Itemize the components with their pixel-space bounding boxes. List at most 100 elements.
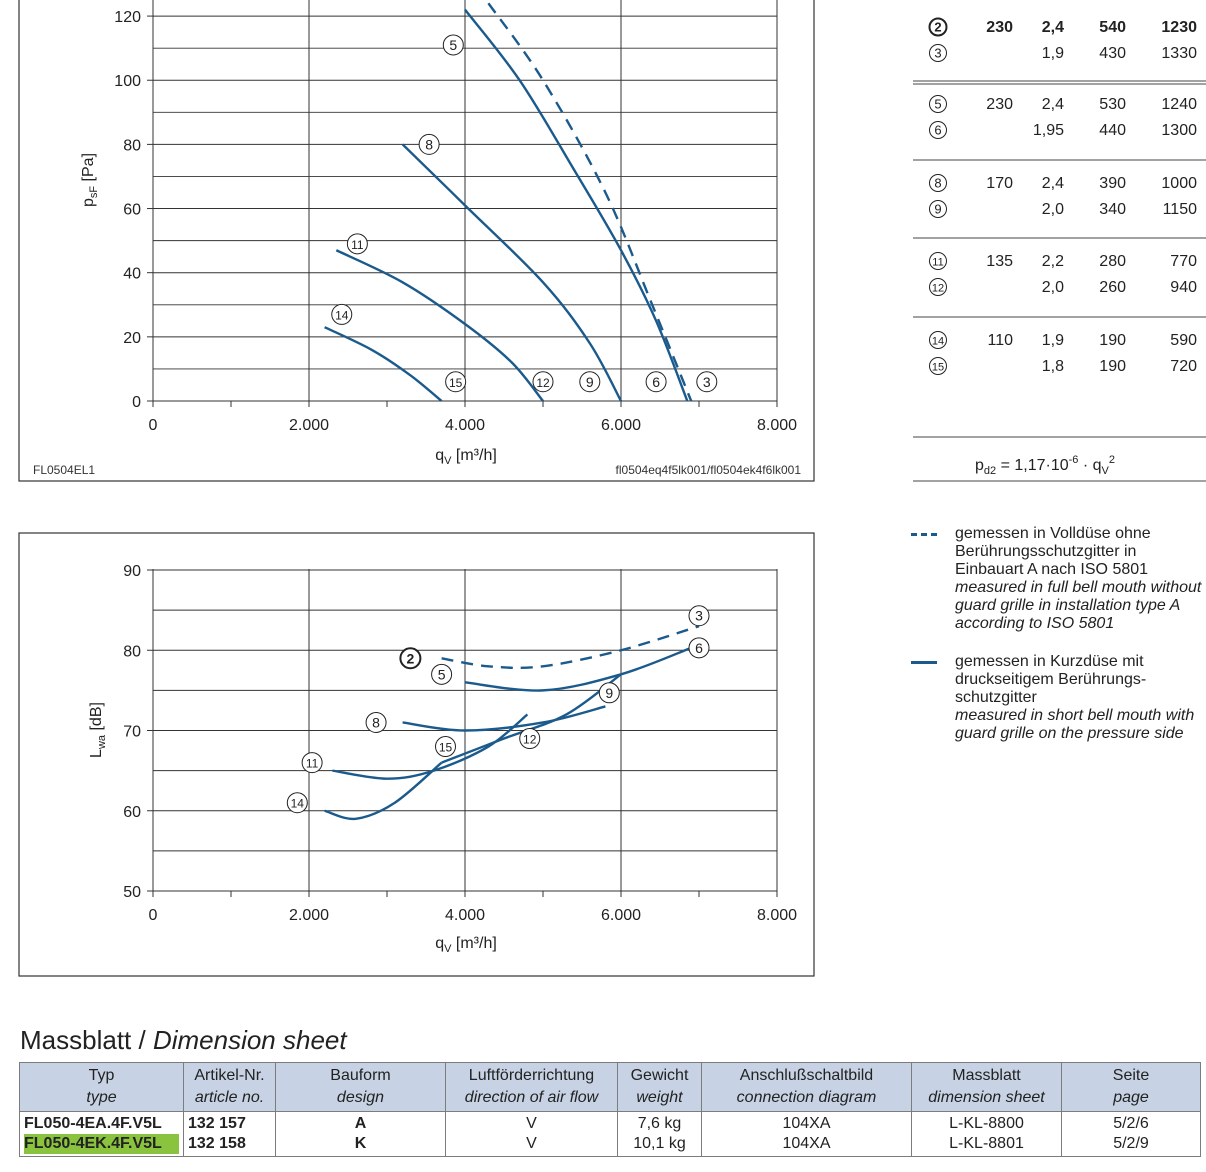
- table-cell: 430: [1099, 45, 1126, 62]
- curve-label: 9: [586, 374, 594, 390]
- table-cell: 1,95: [1033, 122, 1064, 139]
- x-tick-label: 6.000: [601, 417, 641, 434]
- table-cell: 340: [1099, 201, 1126, 218]
- table-cell: 2,4: [1042, 175, 1064, 192]
- chart-frame: [18, 532, 815, 977]
- table-cell: 530: [1099, 96, 1126, 113]
- table-cell: 1230: [1161, 19, 1197, 36]
- y-axis-label: psF [Pa]: [80, 153, 100, 207]
- table-cell: 190: [1099, 332, 1126, 349]
- row-id: 6: [934, 123, 941, 138]
- col-type: Typ type: [19, 1062, 184, 1112]
- table-cell: 190: [1099, 358, 1126, 375]
- x-tick-label: 0: [149, 417, 158, 434]
- curve-label: 11: [306, 757, 319, 771]
- row-id: 14: [932, 336, 944, 348]
- performance-table: 2 230 2,4 540 1230 3 1,9 430 1330 5 230 2,4 530 1240 6…: [913, 17, 1206, 482]
- row-id-circle: [928, 17, 948, 37]
- weight-cell: 7,6 kg 10,1 kg: [617, 1111, 702, 1157]
- table-cell: 2,0: [1042, 201, 1064, 218]
- curve-label: 2: [407, 650, 415, 666]
- series-line-3: [487, 2, 693, 402]
- curve-labels: 58111415129632: [331, 34, 718, 393]
- curve-label: 14: [291, 797, 305, 811]
- curve-label-circle: [435, 736, 456, 758]
- table-cell: 1,9: [1042, 45, 1064, 62]
- curve-label-circle: [598, 682, 620, 704]
- legend-item-dashed: gemessen in Volldüse ohne Berührungsschu…: [905, 525, 1205, 633]
- curve-label: 12: [523, 733, 537, 747]
- table-cell: 2,4: [1042, 19, 1064, 36]
- col-diagram: Anschlußschaltbild connection diagram: [701, 1062, 912, 1112]
- article-cell: 132 157 132 158: [183, 1111, 276, 1157]
- y-tick-label: 90: [123, 563, 141, 580]
- y-tick-label: 100: [114, 73, 141, 90]
- y-axis-label: Lwa [dB]: [88, 702, 108, 758]
- curve-label-circle: [445, 371, 467, 393]
- table-cell: 1,9: [1042, 332, 1064, 349]
- curve-label: 3: [695, 608, 703, 624]
- curve-label-circle: [286, 792, 308, 814]
- curve-label-circle: [696, 371, 718, 393]
- col-flow: Luftförderrichtung direction of air flow: [445, 1062, 618, 1112]
- curve-label: 5: [449, 37, 457, 53]
- row-id-circle: [929, 121, 947, 139]
- y-tick-label: 40: [123, 266, 141, 283]
- grid: [152, 0, 778, 402]
- curve-label-circle: [365, 711, 387, 733]
- y-tick-label: 120: [114, 9, 141, 26]
- row-id: 12: [932, 283, 944, 295]
- curve-label-circle: [532, 371, 554, 393]
- table-cell: 2,0: [1042, 279, 1064, 296]
- curve-label-circle: [442, 34, 464, 56]
- axes: 0 20 40 60 80 100 120 0 2.000 4.000 6.000 8.000: [114, 9, 797, 434]
- series-line-5: [464, 8, 689, 402]
- title-de: Massblatt /: [20, 1025, 153, 1055]
- y-tick-label: 70: [123, 724, 141, 741]
- table-cell: 260: [1099, 279, 1126, 296]
- series-line-14: [324, 761, 443, 821]
- row-id: 3: [934, 46, 941, 61]
- table-cell: 590: [1170, 332, 1197, 349]
- table-cell: 1000: [1161, 175, 1197, 192]
- table-cell: 170: [986, 175, 1013, 192]
- row-id: 9: [934, 202, 941, 217]
- table-cell: 135: [986, 253, 1013, 270]
- curve-label-circle: [519, 728, 541, 750]
- y-tick-label: 0: [132, 394, 141, 411]
- table-cell: 540: [1099, 19, 1126, 36]
- row-id-circle: [929, 331, 947, 349]
- row-id: 8: [934, 176, 941, 191]
- table-cell: 720: [1170, 358, 1197, 375]
- table-cell: 1300: [1161, 122, 1197, 139]
- legend-text-en: measured in short bell mouth with guard …: [955, 707, 1195, 742]
- curve-label-circle: [418, 133, 440, 155]
- table-cell: 770: [1170, 253, 1197, 270]
- series-line-8: [401, 143, 623, 402]
- legend-item-solid: gemessen in Kurzdüse mit druckseitigem B…: [905, 653, 1205, 743]
- curve-label-circle: [346, 233, 368, 255]
- table-cell: 2,2: [1042, 253, 1064, 270]
- x-tick-label: 2.000: [289, 907, 329, 924]
- col-article: Artikel-Nr. article no.: [183, 1062, 276, 1112]
- x-tick-label: 4.000: [445, 417, 485, 434]
- series-group: [324, 625, 700, 821]
- curve-label-circle: [688, 605, 710, 627]
- curve-label: 14: [335, 308, 349, 322]
- row-id-circle: [929, 252, 947, 270]
- table-cell: 390: [1099, 175, 1126, 192]
- series-line-6: [464, 646, 692, 692]
- row-id-circle: [929, 44, 947, 62]
- table-cell: 230: [986, 19, 1013, 36]
- table-cell: 2,4: [1042, 96, 1064, 113]
- table-cell: 110: [987, 332, 1013, 349]
- col-page: Seite page: [1061, 1062, 1201, 1112]
- chart-frame: [18, 0, 815, 482]
- curve-label-circle: [331, 303, 353, 325]
- diagram-cell: 104XA 104XA: [701, 1111, 912, 1157]
- table-cell: 1,8: [1042, 358, 1064, 375]
- row-id-circle: [929, 278, 947, 296]
- dashed-line-swatch: [911, 533, 937, 536]
- x-axis-label: qV [m³/h]: [435, 447, 497, 467]
